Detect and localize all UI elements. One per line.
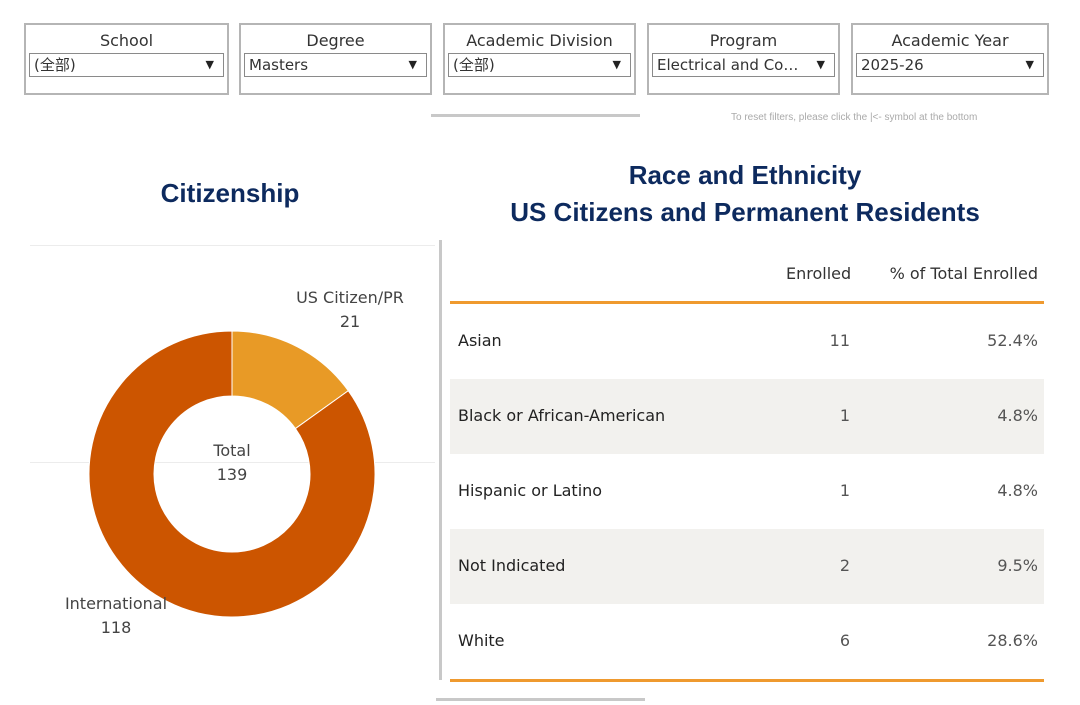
race-name-cell: White <box>458 631 505 650</box>
dropdown-caret-icon[interactable]: ▼ <box>612 58 621 71</box>
select-value: (全部) <box>34 56 76 74</box>
filter-label: School <box>99 31 154 50</box>
us-citizen-value: 21 <box>340 312 360 331</box>
us-citizen-label: US Citizen/PR <box>296 288 404 307</box>
divider <box>436 698 645 701</box>
enrolled-cell: 1 <box>839 481 850 500</box>
race-name-cell: Not Indicated <box>458 556 566 575</box>
dropdown-caret-icon[interactable]: ▼ <box>205 58 214 71</box>
filter-academic-division: Academic Division (全部) ▼ <box>443 23 636 95</box>
total-label: Total <box>212 441 250 460</box>
table-header: Enrolled % of Total Enrolled <box>450 245 1044 304</box>
enrolled-cell: 2 <box>839 556 850 575</box>
table-row: Black or African-American 1 4.8% <box>450 379 1044 454</box>
pct-cell: 28.6% <box>987 631 1038 650</box>
select-value: Electrical and Comp... <box>657 56 808 74</box>
filter-degree: Degree Masters ▼ <box>239 23 432 95</box>
donut-slice-international[interactable] <box>88 330 376 618</box>
reset-filters-note: To reset filters, please click the |<- s… <box>731 112 978 123</box>
dropdown-caret-icon[interactable]: ▼ <box>1025 58 1034 71</box>
column-header-pct: % of Total Enrolled <box>889 264 1038 283</box>
filter-label: Academic Division <box>466 31 613 50</box>
enrolled-cell: 1 <box>839 406 850 425</box>
divider <box>431 114 640 117</box>
dropdown-caret-icon[interactable]: ▼ <box>816 58 825 71</box>
select-value: Masters <box>249 56 309 74</box>
degree-select[interactable]: Masters ▼ <box>244 53 427 77</box>
column-header-enrolled: Enrolled <box>786 264 852 283</box>
enrolled-cell: 11 <box>829 331 850 350</box>
table-row: Hispanic or Latino 1 4.8% <box>450 454 1044 529</box>
table-footer-rule <box>450 679 1044 682</box>
academic-division-select[interactable]: (全部) ▼ <box>448 53 631 77</box>
race-name-cell: Asian <box>458 331 502 350</box>
race-title-line2: US Citizens and Permanent Residents <box>510 197 980 227</box>
international-value: 118 <box>101 618 132 637</box>
filter-label: Degree <box>306 31 365 50</box>
gridline <box>30 462 435 463</box>
table-row: White 6 28.6% <box>450 604 1044 679</box>
academic-year-select[interactable]: 2025-26 ▼ <box>856 53 1044 77</box>
filter-label: Academic Year <box>891 31 1009 50</box>
filter-school: School (全部) ▼ <box>24 23 229 95</box>
table-row: Asian 11 52.4% <box>450 304 1044 379</box>
pct-cell: 9.5% <box>997 556 1038 575</box>
enrolled-cell: 6 <box>839 631 850 650</box>
citizenship-title: Citizenship <box>160 178 300 208</box>
select-value: 2025-26 <box>861 56 924 74</box>
table-body: Asian 11 52.4% Black or African-American 1 4.… <box>450 304 1044 679</box>
dropdown-caret-icon[interactable]: ▼ <box>408 58 417 71</box>
pct-cell: 52.4% <box>987 331 1038 350</box>
program-select[interactable]: Electrical and Comp... ▼ <box>652 53 835 77</box>
select-value: (全部) <box>453 56 495 74</box>
race-name-cell: Black or African-American <box>458 406 666 425</box>
race-name-cell: Hispanic or Latino <box>458 481 603 500</box>
table-row: Not Indicated 2 9.5% <box>450 529 1044 604</box>
filter-academic-year: Academic Year 2025-26 ▼ <box>851 23 1049 95</box>
total-value: 139 <box>217 465 248 484</box>
race-title-line1: Race and Ethnicity <box>628 160 862 190</box>
filter-program: Program Electrical and Comp... ▼ <box>647 23 840 95</box>
divider <box>439 240 442 680</box>
school-select[interactable]: (全部) ▼ <box>29 53 224 77</box>
gridline <box>30 245 435 246</box>
filter-label: Program <box>709 31 778 50</box>
citizenship-donut-chart: US Citizen/PR 21 International 118 Total 139 <box>65 288 404 637</box>
race-ethnicity-table: Enrolled % of Total Enrolled Asian 11 52.4… <box>450 245 1044 682</box>
pct-cell: 4.8% <box>997 406 1038 425</box>
pct-cell: 4.8% <box>997 481 1038 500</box>
international-label: International <box>65 594 167 613</box>
